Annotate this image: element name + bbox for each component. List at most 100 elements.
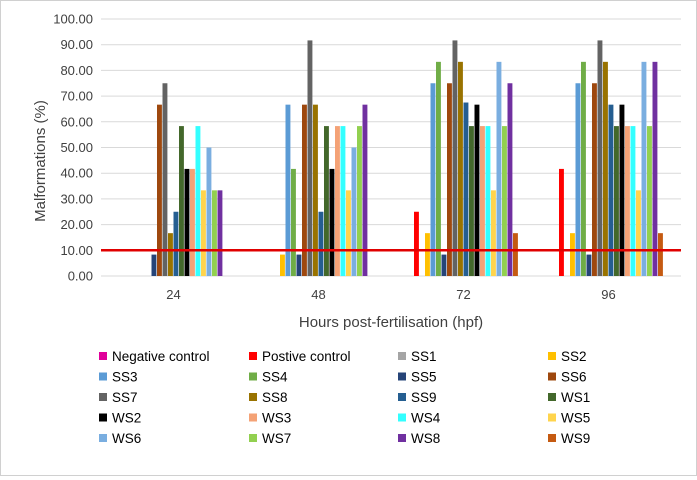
y-tick-label: 20.00 bbox=[60, 217, 93, 232]
bar bbox=[307, 40, 313, 277]
legend-swatch bbox=[548, 393, 556, 401]
x-tick-labels: 24 48 72 96 bbox=[166, 287, 615, 302]
y-tick-label: 0.00 bbox=[68, 269, 93, 284]
legend-label: SS8 bbox=[262, 390, 288, 405]
bar bbox=[324, 126, 329, 276]
bar bbox=[296, 254, 302, 276]
bar bbox=[206, 147, 212, 276]
y-tick-label: 30.00 bbox=[60, 191, 93, 206]
legend-swatch bbox=[249, 434, 257, 442]
legend-label: SS2 bbox=[561, 349, 587, 364]
bar bbox=[658, 233, 663, 276]
bar bbox=[597, 40, 603, 277]
legend-swatch bbox=[398, 372, 406, 381]
bar bbox=[195, 126, 201, 276]
x-tick-label: 96 bbox=[601, 287, 615, 302]
bar bbox=[168, 233, 173, 276]
bar bbox=[351, 147, 357, 276]
legend-swatch bbox=[99, 413, 107, 422]
y-tick-label: 50.00 bbox=[60, 140, 93, 155]
x-axis-title: Hours post-fertilisation (hpf) bbox=[299, 314, 483, 331]
bars bbox=[151, 40, 663, 277]
bar bbox=[630, 126, 636, 276]
legend-label: SS5 bbox=[411, 370, 437, 385]
bar bbox=[425, 233, 430, 276]
legend: Negative control Postive control SS1 SS2 SS3… bbox=[99, 349, 590, 446]
legend-label: WS3 bbox=[262, 411, 291, 426]
bar bbox=[285, 104, 291, 276]
legend-label: WS7 bbox=[262, 431, 291, 446]
bar bbox=[340, 126, 346, 276]
bar bbox=[485, 126, 491, 276]
legend-label: Postive control bbox=[262, 349, 351, 364]
bar bbox=[291, 168, 296, 276]
y-tick-label: 100.00 bbox=[53, 12, 93, 27]
bar bbox=[217, 190, 223, 276]
bar bbox=[458, 61, 463, 276]
bar bbox=[502, 126, 507, 276]
legend-label: WS6 bbox=[112, 431, 141, 446]
legend-swatch bbox=[249, 413, 257, 422]
bar bbox=[280, 254, 285, 276]
bar bbox=[329, 168, 335, 276]
bar bbox=[173, 211, 179, 276]
y-tick-label: 80.00 bbox=[60, 63, 93, 78]
y-tick-label: 60.00 bbox=[60, 114, 93, 129]
legend-label: WS9 bbox=[561, 431, 590, 446]
bar bbox=[603, 61, 608, 276]
bar bbox=[491, 190, 496, 276]
y-tick-label: 10.00 bbox=[60, 243, 93, 258]
y-axis-title: Malformations (%) bbox=[32, 100, 49, 222]
bar bbox=[592, 83, 597, 276]
bar bbox=[513, 233, 518, 276]
bar bbox=[575, 83, 581, 276]
legend-swatch bbox=[249, 352, 257, 360]
bar bbox=[184, 168, 190, 276]
bar bbox=[436, 61, 441, 276]
legend-label: WS2 bbox=[112, 411, 141, 426]
bar bbox=[362, 104, 368, 276]
bar bbox=[313, 104, 318, 276]
bar bbox=[414, 211, 419, 276]
bar bbox=[619, 104, 625, 276]
bar bbox=[157, 104, 162, 276]
bar bbox=[357, 126, 362, 276]
bar bbox=[496, 61, 502, 276]
legend-label: WS5 bbox=[561, 411, 590, 426]
bar bbox=[463, 102, 469, 277]
bar bbox=[302, 104, 307, 276]
legend-label: Negative control bbox=[112, 349, 210, 364]
legend-swatch bbox=[548, 434, 556, 442]
x-tick-label: 48 bbox=[311, 287, 325, 302]
bar bbox=[441, 254, 447, 276]
bar bbox=[647, 126, 652, 276]
bar bbox=[469, 126, 474, 276]
legend-swatch bbox=[99, 352, 107, 360]
legend-swatch bbox=[99, 434, 107, 442]
bar bbox=[480, 126, 485, 276]
legend-label: SS4 bbox=[262, 370, 288, 385]
x-tick-label: 24 bbox=[166, 287, 180, 302]
bar bbox=[318, 211, 324, 276]
bar bbox=[190, 168, 195, 276]
legend-swatch bbox=[99, 372, 107, 381]
bar bbox=[608, 104, 614, 276]
legend-swatch bbox=[99, 393, 107, 401]
legend-label: SS7 bbox=[112, 390, 138, 405]
y-tick-label: 90.00 bbox=[60, 37, 93, 52]
y-tick-label: 70.00 bbox=[60, 89, 93, 104]
legend-label: SS1 bbox=[411, 349, 437, 364]
bar bbox=[507, 83, 513, 276]
legend-label: SS9 bbox=[411, 390, 437, 405]
legend-label: WS8 bbox=[411, 431, 440, 446]
bar bbox=[474, 104, 480, 276]
bar bbox=[212, 190, 217, 276]
legend-label: SS3 bbox=[112, 370, 138, 385]
bar bbox=[581, 61, 586, 276]
legend-label: SS6 bbox=[561, 370, 587, 385]
bar bbox=[162, 83, 168, 276]
bar bbox=[151, 254, 157, 276]
legend-swatch bbox=[398, 393, 406, 401]
legend-swatch bbox=[398, 413, 406, 422]
